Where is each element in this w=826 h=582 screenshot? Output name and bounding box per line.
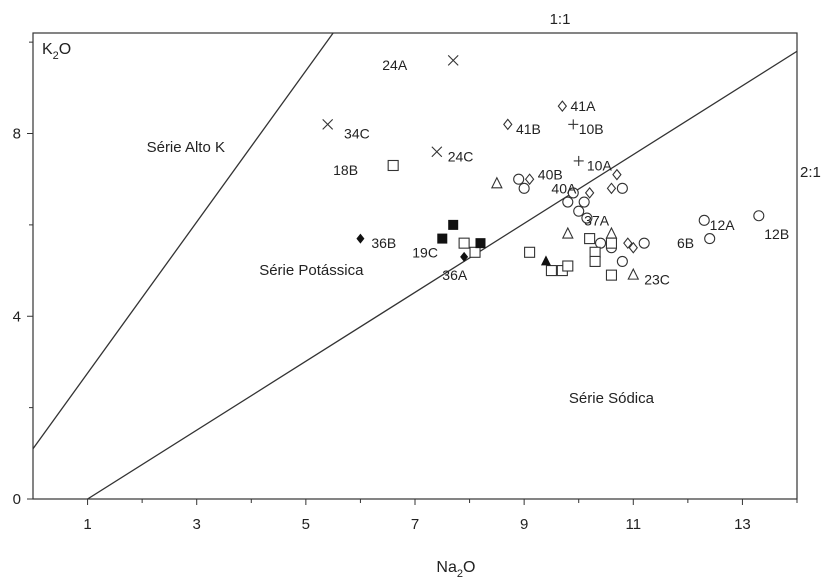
point-open-triangle (490, 176, 503, 189)
point-cross-x (322, 118, 334, 130)
point-open-circle (594, 237, 607, 249)
point-open-diamond (623, 237, 633, 250)
point-open-circle (518, 182, 530, 194)
point-open-circle (567, 187, 579, 199)
point-open-square (589, 255, 601, 267)
point-open-diamond (524, 173, 535, 186)
y-tick-label: 8 (13, 126, 21, 143)
ref-label-1-1: 1:1 (550, 11, 571, 28)
point-open-diamond (628, 241, 638, 254)
x-tick-label: 13 (734, 516, 751, 533)
point-open-diamond (606, 182, 617, 195)
point-label: 36B (371, 235, 396, 251)
point-filled-diamond (356, 233, 365, 244)
point-open-circle (513, 173, 525, 185)
point-open-circle (704, 233, 716, 245)
point-label: 41B (516, 121, 541, 137)
y-axis-title: K2O (42, 41, 71, 62)
ref-line-1-1 (33, 33, 334, 450)
point-open-circle (616, 182, 628, 194)
ref-line-2-1 (87, 50, 797, 499)
point-label: 36A (442, 267, 468, 283)
point-open-square (584, 233, 596, 245)
plot-frame (32, 32, 798, 500)
data-points (322, 55, 765, 281)
point-open-circle (573, 205, 585, 217)
point-filled-square (437, 233, 448, 244)
point-open-square (562, 260, 574, 272)
point-plus (568, 119, 579, 130)
point-label: 10A (587, 157, 613, 173)
point-open-triangle (627, 267, 640, 280)
point-label: 19C (412, 244, 438, 260)
ref-label-2-1: 2:1 (800, 164, 821, 181)
point-filled-square (448, 219, 459, 230)
point-open-square (605, 269, 618, 281)
x-tick-label: 5 (302, 516, 310, 533)
reference-lines (33, 33, 797, 499)
point-filled-square (475, 238, 486, 249)
point-label: 24C (448, 148, 474, 164)
point-label: 34C (344, 126, 370, 142)
point-open-circle (638, 237, 650, 249)
point-open-circle (753, 210, 765, 222)
y-tick-label: 4 (13, 308, 21, 325)
point-open-circle (578, 196, 590, 208)
point-open-square (589, 246, 601, 258)
region-label: Série Potássica (259, 262, 364, 279)
point-open-diamond (557, 100, 568, 112)
point-label: 40B (538, 167, 563, 183)
point-open-square (524, 246, 536, 258)
point-filled-diamond (460, 251, 469, 262)
point-label: 12B (764, 226, 789, 242)
point-label: 40A (551, 180, 577, 196)
x-axis-title: Na2O (436, 559, 475, 580)
point-cross-x (447, 55, 459, 66)
x-tick-label: 7 (411, 516, 419, 533)
region-labels: Série Alto K Série Potássica Série Sódica (147, 139, 655, 407)
region-label: Série Sódica (569, 390, 655, 407)
x-tick-label: 9 (520, 516, 528, 533)
point-label: 6B (677, 235, 694, 251)
point-filled-triangle (540, 255, 551, 266)
point-open-square (545, 265, 557, 277)
point-label: 37A (584, 212, 610, 228)
point-label: 23C (644, 272, 670, 288)
point-open-circle (581, 212, 593, 224)
point-open-diamond (584, 187, 595, 199)
point-open-square (469, 246, 481, 258)
y-tick-label: 0 (13, 491, 21, 508)
point-label: 12A (710, 217, 736, 233)
point-open-square (605, 237, 618, 249)
point-open-circle (698, 214, 710, 226)
x-tick-label: 11 (625, 516, 641, 533)
point-label: 18B (333, 162, 358, 178)
point-open-triangle (561, 226, 574, 239)
point-open-circle (562, 196, 574, 208)
point-label: 41A (571, 98, 597, 114)
point-label: 10B (579, 121, 604, 137)
x-tick-label: 1 (83, 516, 91, 533)
point-cross-x (431, 146, 443, 158)
point-label: 24A (382, 57, 408, 73)
point-open-circle (616, 255, 628, 267)
x-tick-label: 3 (193, 516, 201, 533)
point-open-diamond (503, 118, 513, 131)
point-open-diamond (612, 168, 622, 181)
point-open-square (387, 159, 399, 172)
point-open-triangle (605, 226, 618, 239)
point-plus (573, 155, 584, 166)
point-open-square (458, 237, 470, 249)
region-label: Série Alto K (147, 139, 225, 156)
